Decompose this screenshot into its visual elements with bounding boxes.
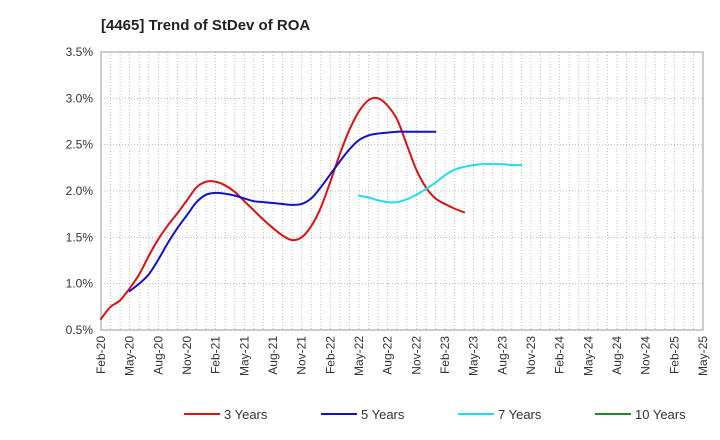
x-tick-label: May-22 [352,336,366,376]
grid-lines [101,52,703,330]
x-tick-label: Aug-24 [610,336,624,375]
legend-label: 5 Years [361,407,405,422]
x-axis: Feb-20 May-20 Aug-20 Nov-20 Feb-21 May-21 Aug-… [94,336,710,376]
x-tick-label: Feb-24 [553,336,567,374]
legend: 3 Years 5 Years 7 Years 10 Years [184,407,686,422]
x-tick-label: May-21 [237,336,251,376]
y-tick-label: 2.5% [66,138,94,152]
x-tick-label: Aug-22 [381,336,395,375]
y-tick-label: 2.0% [66,184,94,198]
x-tick-label: Feb-25 [667,336,681,374]
x-tick-label: Nov-22 [409,336,423,375]
x-tick-label: May-23 [467,336,481,376]
x-tick-label: Feb-23 [438,336,452,374]
x-tick-label: Feb-20 [94,336,108,374]
y-axis: 0.5% 1.0% 1.5% 2.0% 2.5% 3.0% 3.5% [66,45,94,337]
plot-area [100,51,704,331]
legend-label: 3 Years [224,407,268,422]
x-tick-label: Nov-24 [639,336,653,375]
series-line-7-years [358,163,523,204]
y-tick-label: 3.0% [66,91,94,105]
x-tick-label: Feb-21 [209,336,223,374]
x-tick-label: May-24 [581,336,595,376]
x-tick-label: Feb-22 [323,336,337,374]
x-tick-label: May-20 [123,336,137,376]
legend-label: 7 Years [498,407,542,422]
y-tick-label: 0.5% [66,323,94,337]
y-tick-label: 3.5% [66,45,94,59]
y-tick-label: 1.5% [66,230,94,244]
x-tick-label: Aug-21 [266,336,280,375]
x-tick-label: Nov-20 [180,336,194,375]
series-line-5-years [128,130,437,293]
x-tick-label: Nov-23 [524,336,538,375]
series-lines [100,96,523,320]
x-tick-label: Aug-23 [495,336,509,375]
x-tick-label: Nov-21 [295,336,309,375]
x-tick-label: May-25 [696,336,710,376]
legend-label: 10 Years [635,407,686,422]
x-tick-label: Aug-20 [151,336,165,375]
series-line-3-years [100,96,466,320]
chart-title: [4465] Trend of StDev of ROA [101,17,310,34]
y-tick-label: 1.0% [66,277,94,291]
